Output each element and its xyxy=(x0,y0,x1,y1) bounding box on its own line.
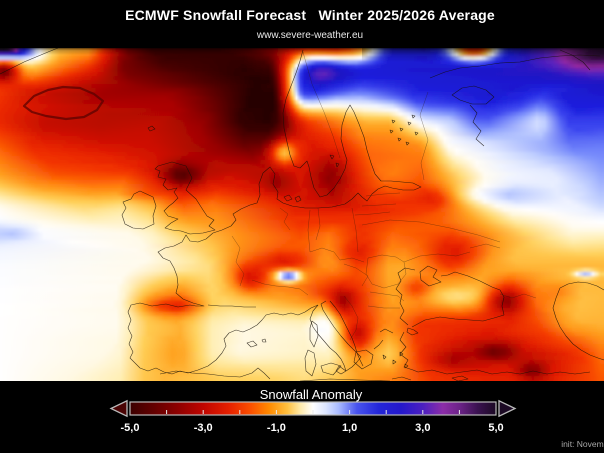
svg-text:5,0: 5,0 xyxy=(488,422,503,434)
svg-text:-1,0: -1,0 xyxy=(267,422,286,434)
svg-text:-5,0: -5,0 xyxy=(121,422,140,434)
svg-text:1,0: 1,0 xyxy=(342,422,357,434)
svg-text:-3,0: -3,0 xyxy=(194,422,213,434)
svg-text:Snowfall Anomaly: Snowfall Anomaly xyxy=(260,387,363,402)
svg-text:3,0: 3,0 xyxy=(415,422,430,434)
